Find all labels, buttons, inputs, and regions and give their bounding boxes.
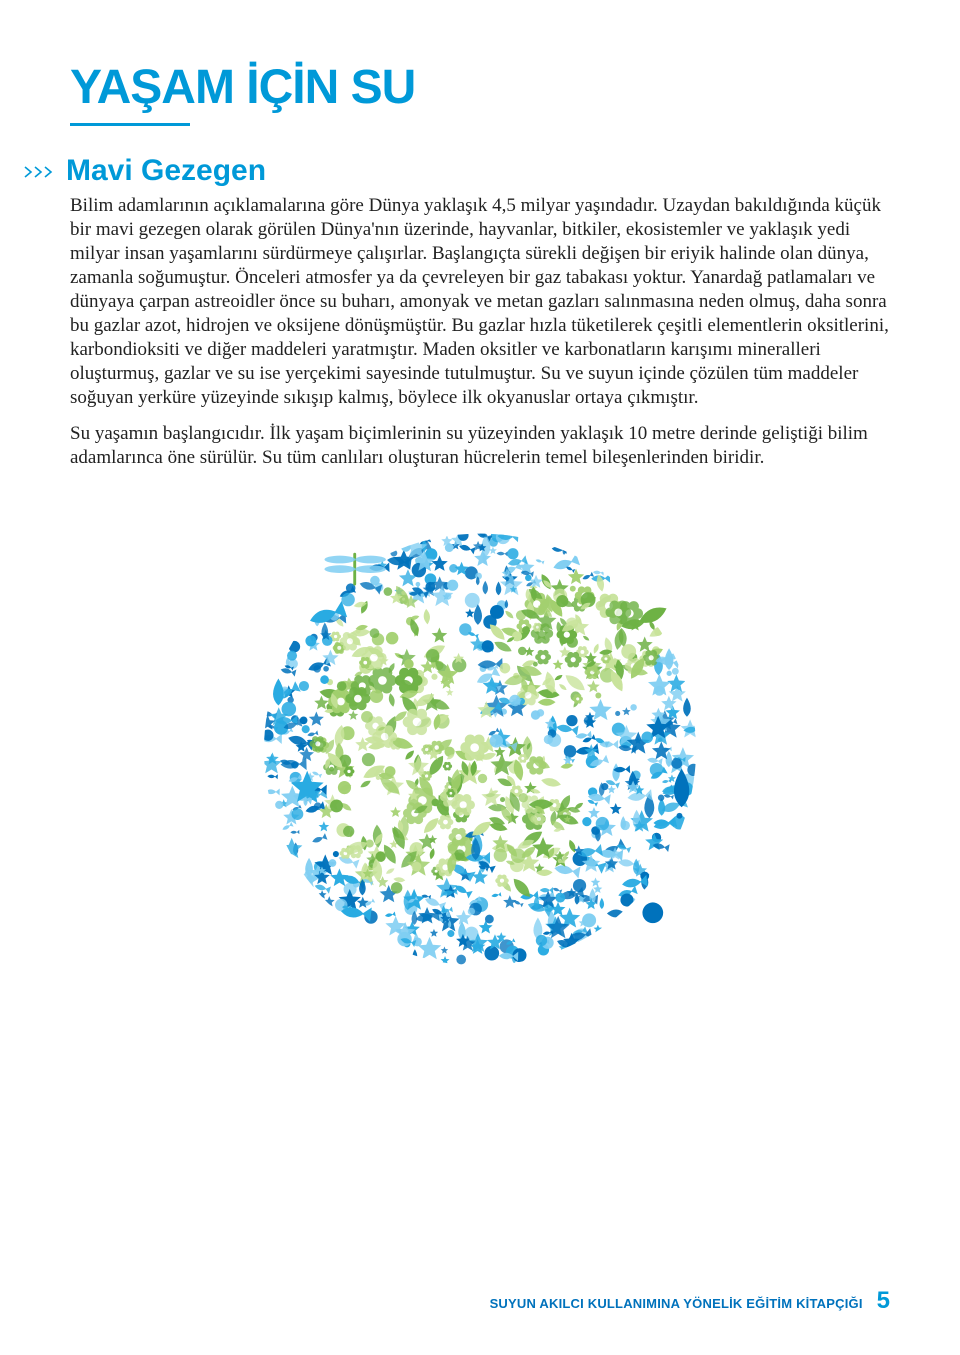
globe-icon [240,500,720,980]
title-underline [70,123,190,126]
globe-illustration-wrap [70,500,890,980]
paragraph: Bilim adamlarının açıklamalarına göre Dü… [70,194,890,410]
chevron-icon [44,165,54,177]
section-subhead: Mavi Gezegen [66,154,266,188]
page-footer: SUYUN AKILCI KULLANIMINA YÖNELİK EĞİTİM … [490,1287,890,1315]
chevron-icon [24,165,34,177]
paragraph: Su yaşamın başlangıcıdır. İlk yaşam biçi… [70,422,890,470]
subhead-row: Mavi Gezegen [24,154,890,188]
footer-label: SUYUN AKILCI KULLANIMINA YÖNELİK EĞİTİM … [490,1296,863,1311]
body-text: Bilim adamlarının açıklamalarına göre Dü… [70,194,890,470]
chevron-icon [34,165,44,177]
page-number: 5 [877,1287,890,1315]
chevron-group [24,165,54,177]
page-title: YAŞAM İÇİN SU [70,60,890,115]
